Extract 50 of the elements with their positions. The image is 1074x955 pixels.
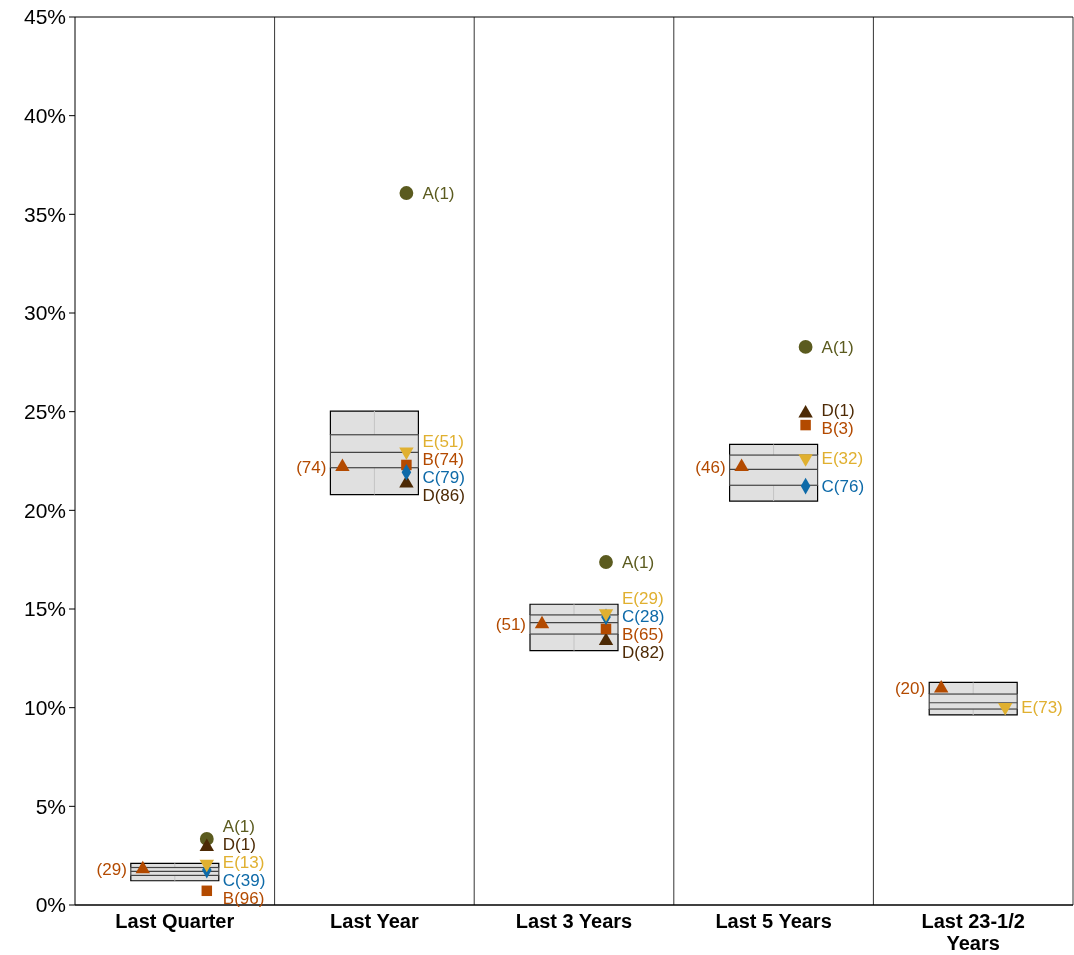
point <box>800 419 811 431</box>
annotation: E(51) <box>422 432 464 451</box>
x-tick-label: Last Quarter <box>115 910 235 932</box>
annotation: C(39) <box>222 871 266 891</box>
annotation: A(1) <box>821 337 854 357</box>
annotation: E(13) <box>222 853 265 873</box>
annotation: E(29) <box>622 588 664 608</box>
y-tick-label: 15% <box>23 597 66 621</box>
annotation: (29) <box>96 860 127 880</box>
point <box>600 623 612 635</box>
annotation: D(82) <box>622 642 665 662</box>
annotation: B(3) <box>821 419 854 439</box>
annotation: D(86) <box>422 486 465 505</box>
point <box>399 186 414 200</box>
x-tick-label: Last 23-1/2 Years <box>921 910 1025 954</box>
annotation: B(96) <box>222 889 265 909</box>
annotation: A(1) <box>222 817 255 837</box>
x-tick-label: Last 3 Years <box>515 910 633 932</box>
y-tick-label: 10% <box>23 696 66 720</box>
y-tick-label: 35% <box>23 202 66 226</box>
annotation: C(76) <box>821 477 865 497</box>
annotation: D(1) <box>821 401 855 421</box>
annotation: B(74) <box>422 450 464 469</box>
x-tick-label: Last 5 Years <box>715 910 832 932</box>
x-tick-label: Last Year <box>330 910 419 932</box>
annotation: (20) <box>894 679 926 699</box>
point <box>201 885 213 897</box>
y-tick-label: 0% <box>35 893 66 917</box>
annotation: A(1) <box>622 552 655 572</box>
annotation: A(1) <box>422 183 455 203</box>
y-tick-label: 20% <box>23 498 66 522</box>
point <box>199 838 215 851</box>
annotation: (46) <box>695 457 726 477</box>
point <box>599 555 613 569</box>
annotation: C(28) <box>622 606 665 626</box>
y-tick-label: 25% <box>23 400 66 424</box>
annotation: E(32) <box>821 449 864 469</box>
y-tick-label: 45% <box>23 5 66 29</box>
point <box>798 404 813 418</box>
point <box>798 340 813 354</box>
annotation: (74) <box>296 457 327 477</box>
annotation: B(65) <box>622 624 664 644</box>
y-tick-label: 5% <box>35 794 66 818</box>
annotation: D(1) <box>222 835 256 855</box>
annotation: (51) <box>495 614 526 634</box>
point <box>598 632 614 645</box>
annotation: E(73) <box>1021 698 1063 718</box>
y-tick-label: 30% <box>23 301 66 325</box>
annotation: C(79) <box>422 468 465 487</box>
y-tick-label: 40% <box>23 104 66 128</box>
